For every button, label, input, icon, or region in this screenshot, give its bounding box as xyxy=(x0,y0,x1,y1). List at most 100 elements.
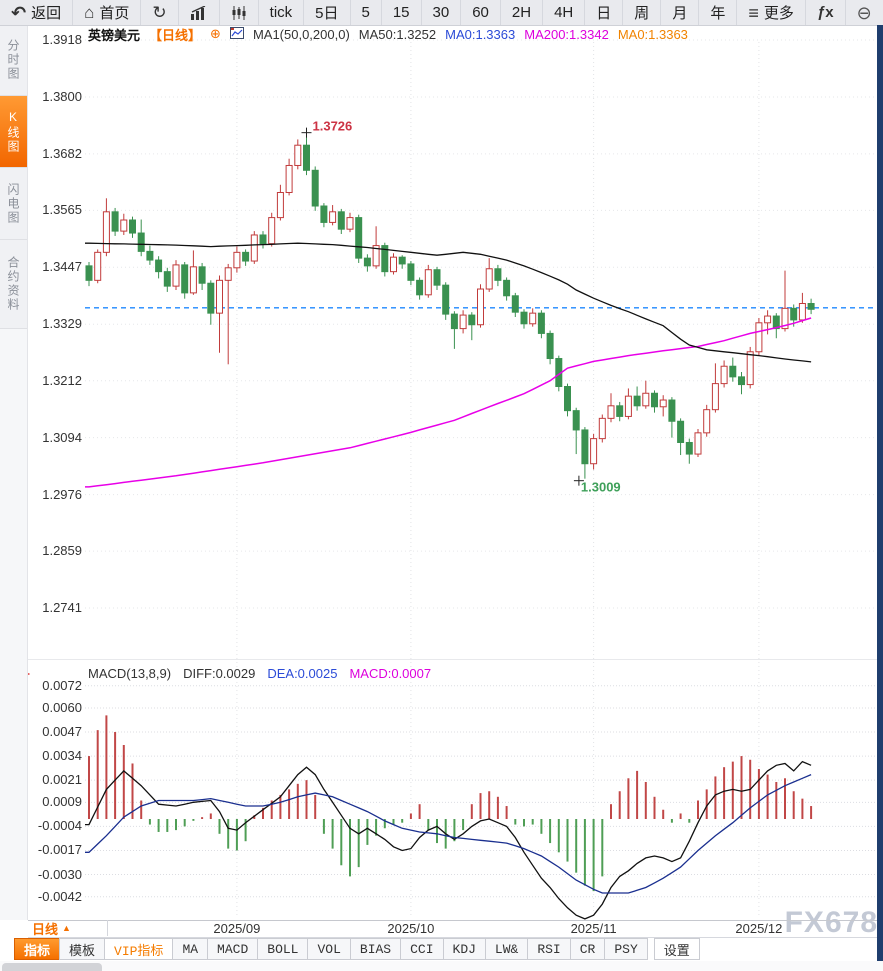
candle xyxy=(390,256,397,273)
candle xyxy=(242,251,250,262)
ma200-value: MA200:1.3342 xyxy=(524,26,609,42)
tab-settings[interactable]: 设置 xyxy=(653,938,700,960)
date-tick-label: 2025/12 xyxy=(735,921,783,936)
tab-contract-info[interactable]: 合约资料 xyxy=(0,240,27,329)
tick-button[interactable]: tick xyxy=(259,0,305,25)
tab-kdj[interactable]: KDJ xyxy=(442,938,486,960)
macd-tick-label: 0.0047 xyxy=(42,724,82,739)
candle xyxy=(155,259,163,273)
candle xyxy=(459,314,467,330)
tab-bias[interactable]: BIAS xyxy=(349,938,402,960)
more-button[interactable]: ≡ 更多 xyxy=(737,0,806,25)
period-4h-button-label: 4H xyxy=(554,4,574,21)
candle xyxy=(616,405,624,417)
candle xyxy=(711,383,719,411)
price-tick-label: 1.3447 xyxy=(42,259,82,275)
tick-volume-button[interactable] xyxy=(220,0,259,25)
tab-rsi[interactable]: RSI xyxy=(527,938,571,960)
period-month-button[interactable]: 月 xyxy=(661,0,700,25)
period-30m-button[interactable]: 30 xyxy=(422,0,462,25)
period-5m-button[interactable]: 5 xyxy=(351,0,382,25)
price-tick-label: 1.3094 xyxy=(42,429,82,445)
price-tick-label: 1.3682 xyxy=(42,145,82,161)
period-60m-button[interactable]: 60 xyxy=(461,0,501,25)
diff-line xyxy=(85,760,812,920)
macd-settings-label: MACD(13,8,9) xyxy=(88,665,172,681)
home-button-label: 首页 xyxy=(99,5,130,22)
tab-template[interactable]: 模板 xyxy=(59,938,106,960)
dea-line xyxy=(85,774,812,894)
tab-cr[interactable]: CR xyxy=(569,938,606,960)
candle xyxy=(311,169,319,207)
candles-icon xyxy=(231,5,247,20)
tab-ma[interactable]: MA xyxy=(172,938,209,960)
period-5d-button[interactable]: 5日 xyxy=(304,0,351,25)
candle xyxy=(424,269,432,296)
tab-time-chart[interactable]: 分时图 xyxy=(0,25,27,96)
period-4h-button[interactable]: 4H xyxy=(543,0,586,25)
back-button[interactable]: ↶ 返回 xyxy=(0,0,74,25)
tab-vol[interactable]: VOL xyxy=(307,938,351,960)
period-week-button[interactable]: 周 xyxy=(623,0,662,25)
period-year-button[interactable]: 年 xyxy=(699,0,738,25)
candle xyxy=(372,245,380,267)
candle xyxy=(503,279,511,297)
candle xyxy=(85,265,93,281)
candle xyxy=(764,315,772,324)
menu-icon: ≡ xyxy=(748,2,759,23)
tick-button-label: tick xyxy=(269,4,293,21)
tab-macd[interactable]: MACD xyxy=(207,938,259,960)
candle xyxy=(598,417,606,440)
tab-kline-chart[interactable]: K线图 xyxy=(0,96,27,168)
period-day-button[interactable]: 日 xyxy=(585,0,624,25)
candle xyxy=(729,365,737,378)
zoom-out-button[interactable]: ⊖ xyxy=(846,0,883,25)
candle xyxy=(224,267,232,281)
candle xyxy=(537,312,545,334)
left-sidebar: 分时图 K线图 闪电图 合约资料 xyxy=(0,25,28,920)
ma50-line xyxy=(85,242,812,363)
macd-tick-label: 0.0021 xyxy=(42,772,82,788)
candle xyxy=(94,251,102,281)
candle xyxy=(755,322,763,353)
candle xyxy=(146,250,154,261)
refresh-button[interactable]: ↻ xyxy=(141,0,179,25)
tab-boll[interactable]: BOLL xyxy=(257,938,309,960)
period-15m-button[interactable]: 15 xyxy=(382,0,422,25)
period-2h-button-label: 2H xyxy=(511,4,532,21)
candle xyxy=(590,438,598,465)
period-30m-button-label: 30 xyxy=(432,4,450,21)
tab-cci[interactable]: CCI xyxy=(400,938,444,960)
candle xyxy=(546,332,554,360)
price-tick-label: 1.2741 xyxy=(42,600,82,616)
tab-lightning-chart[interactable]: 闪电图 xyxy=(0,168,27,240)
period-2h-button[interactable]: 2H xyxy=(501,0,544,25)
date-tick-label: 2025/10 xyxy=(387,921,435,936)
candle xyxy=(268,217,276,245)
candle xyxy=(129,219,136,234)
candle xyxy=(189,266,197,294)
candle xyxy=(746,351,754,386)
home-button[interactable]: ⌂ 首页 xyxy=(73,0,142,25)
candle xyxy=(651,392,658,408)
tab-indicator[interactable]: 指标 xyxy=(14,938,61,960)
price-tick-label: 1.2976 xyxy=(42,486,82,502)
price-tick-label: 1.2859 xyxy=(42,543,82,559)
collapsed-panel-handle[interactable] xyxy=(2,963,102,971)
candle xyxy=(172,264,180,287)
add-indicator-icon[interactable]: ⊕ xyxy=(210,26,221,41)
bar-chart-button[interactable] xyxy=(179,0,220,25)
mini-chart-icon[interactable] xyxy=(229,26,244,42)
tab-psy[interactable]: PSY xyxy=(604,938,648,960)
current-period-cell[interactable]: 日线 ▲ xyxy=(28,920,108,937)
gridlines xyxy=(28,39,877,918)
tab-lw[interactable]: LW& xyxy=(484,938,529,960)
period-expand-arrow: ▲ xyxy=(62,923,71,933)
macd-tick-label: 0.0009 xyxy=(42,794,82,810)
tab-vip-indicator[interactable]: VIP指标 xyxy=(104,938,174,960)
fx-indicator-button[interactable]: ƒx xyxy=(806,0,846,25)
candle xyxy=(529,312,537,325)
ma50-value: MA50:1.3252 xyxy=(358,26,437,42)
right-scroll-strip[interactable] xyxy=(877,25,883,961)
